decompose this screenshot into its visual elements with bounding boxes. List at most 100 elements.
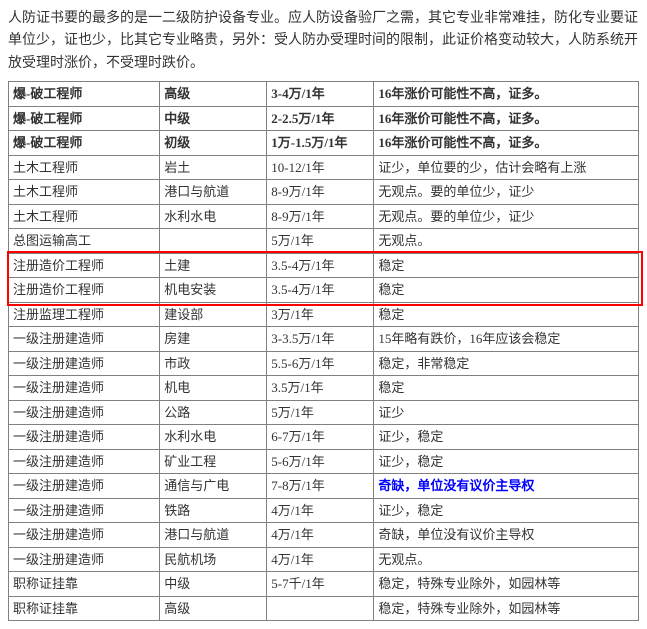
table-cell: 无观点。要的单位少，证少 — [374, 180, 639, 205]
table-cell: 房建 — [160, 327, 267, 352]
table-cell: 8-9万/1年 — [267, 180, 374, 205]
table-cell: 5-7千/1年 — [267, 572, 374, 597]
table-cell: 3万/1年 — [267, 302, 374, 327]
table-cell: 5-6万/1年 — [267, 449, 374, 474]
table-cell: 16年涨价可能性不高，证多。 — [374, 82, 639, 107]
table-row: 一级注册建造师民航机场4万/1年无观点。 — [9, 547, 639, 572]
table-row: 爆-破工程师初级1万-1.5万/1年16年涨价可能性不高，证多。 — [9, 131, 639, 156]
table-cell: 稳定，非常稳定 — [374, 351, 639, 376]
table-cell: 一级注册建造师 — [9, 523, 160, 548]
table-cell: 高级 — [160, 596, 267, 621]
table-row: 一级注册建造师铁路4万/1年证少，稳定 — [9, 498, 639, 523]
table-row: 注册造价工程师土建3.5-4万/1年稳定 — [9, 253, 639, 278]
table-cell: 稳定 — [374, 376, 639, 401]
table-cell: 8-9万/1年 — [267, 204, 374, 229]
table-row: 爆-破工程师中级2-2.5万/1年16年涨价可能性不高，证多。 — [9, 106, 639, 131]
table-cell: 7-8万/1年 — [267, 474, 374, 499]
table-row: 一级注册建造师房建3-3.5万/1年15年略有跌价，16年应该会稳定 — [9, 327, 639, 352]
table-cell — [267, 596, 374, 621]
table-cell: 机电安装 — [160, 278, 267, 303]
table-cell: 职称证挂靠 — [9, 596, 160, 621]
table-cell: 中级 — [160, 106, 267, 131]
table-cell: 无观点。要的单位少，证少 — [374, 204, 639, 229]
table-cell: 矿业工程 — [160, 449, 267, 474]
table-cell: 稳定 — [374, 302, 639, 327]
table-cell: 一级注册建造师 — [9, 376, 160, 401]
table-cell: 4万/1年 — [267, 547, 374, 572]
table-cell: 注册监理工程师 — [9, 302, 160, 327]
table-cell: 5万/1年 — [267, 400, 374, 425]
table-cell: 4万/1年 — [267, 523, 374, 548]
table-cell: 证少 — [374, 400, 639, 425]
table-cell: 一级注册建造师 — [9, 351, 160, 376]
table-cell — [160, 229, 267, 254]
table-cell: 2-2.5万/1年 — [267, 106, 374, 131]
table-row: 一级注册建造师通信与广电7-8万/1年奇缺，单位没有议价主导权 — [9, 474, 639, 499]
table-cell: 职称证挂靠 — [9, 572, 160, 597]
table-cell: 水利水电 — [160, 204, 267, 229]
table-row: 爆-破工程师高级3-4万/1年16年涨价可能性不高，证多。 — [9, 82, 639, 107]
table-cell: 16年涨价可能性不高，证多。 — [374, 131, 639, 156]
table-cell: 市政 — [160, 351, 267, 376]
table-cell: 证少，稳定 — [374, 425, 639, 450]
table-cell: 3-4万/1年 — [267, 82, 374, 107]
table-cell: 港口与航道 — [160, 180, 267, 205]
table-cell: 15年略有跌价，16年应该会稳定 — [374, 327, 639, 352]
table-cell: 16年涨价可能性不高，证多。 — [374, 106, 639, 131]
table-row: 注册造价工程师机电安装3.5-4万/1年稳定 — [9, 278, 639, 303]
table-cell: 注册造价工程师 — [9, 278, 160, 303]
table-cell: 3.5-4万/1年 — [267, 278, 374, 303]
table-row: 一级注册建造师市政5.5-6万/1年稳定，非常稳定 — [9, 351, 639, 376]
table-cell: 证少，单位要的少，估计会略有上涨 — [374, 155, 639, 180]
table-cell: 无观点。 — [374, 547, 639, 572]
table-cell: 一级注册建造师 — [9, 547, 160, 572]
table-cell: 6-7万/1年 — [267, 425, 374, 450]
table-cell: 一级注册建造师 — [9, 449, 160, 474]
table-cell: 稳定 — [374, 253, 639, 278]
table-cell: 公路 — [160, 400, 267, 425]
table-cell: 高级 — [160, 82, 267, 107]
table-row: 土木工程师港口与航道8-9万/1年无观点。要的单位少，证少 — [9, 180, 639, 205]
table-cell: 稳定 — [374, 278, 639, 303]
table-cell: 5万/1年 — [267, 229, 374, 254]
table-cell: 3.5万/1年 — [267, 376, 374, 401]
table-cell: 1万-1.5万/1年 — [267, 131, 374, 156]
table-cell: 3-3.5万/1年 — [267, 327, 374, 352]
table-cell: 港口与航道 — [160, 523, 267, 548]
table-row: 一级注册建造师公路5万/1年证少 — [9, 400, 639, 425]
table-cell: 一级注册建造师 — [9, 425, 160, 450]
table-cell: 10-12/1年 — [267, 155, 374, 180]
table-row: 土木工程师水利水电8-9万/1年无观点。要的单位少，证少 — [9, 204, 639, 229]
table-cell: 民航机场 — [160, 547, 267, 572]
table-cell: 一级注册建造师 — [9, 498, 160, 523]
table-cell: 5.5-6万/1年 — [267, 351, 374, 376]
table-row: 一级注册建造师港口与航道4万/1年奇缺，单位没有议价主导权 — [9, 523, 639, 548]
table-row: 职称证挂靠高级 稳定，特殊专业除外，如园林等 — [9, 596, 639, 621]
table-cell: 一级注册建造师 — [9, 327, 160, 352]
table-cell: 奇缺，单位没有议价主导权 — [374, 523, 639, 548]
table-row: 土木工程师岩土10-12/1年证少，单位要的少，估计会略有上涨 — [9, 155, 639, 180]
intro-paragraph: 人防证书要的最多的是一二级防护设备专业。应人防设备验厂之需，其它专业非常难挂，防… — [8, 8, 639, 75]
table-row: 一级注册建造师水利水电6-7万/1年证少，稳定 — [9, 425, 639, 450]
table-cell: 机电 — [160, 376, 267, 401]
table-cell: 稳定，特殊专业除外，如园林等 — [374, 596, 639, 621]
table-cell: 3.5-4万/1年 — [267, 253, 374, 278]
table-cell: 总图运输高工 — [9, 229, 160, 254]
table-cell: 稳定，特殊专业除外，如园林等 — [374, 572, 639, 597]
table-row: 总图运输高工 5万/1年无观点。 — [9, 229, 639, 254]
table-cell: 证少，稳定 — [374, 449, 639, 474]
table-cell: 水利水电 — [160, 425, 267, 450]
table-cell: 证少，稳定 — [374, 498, 639, 523]
table-cell: 一级注册建造师 — [9, 474, 160, 499]
table-cell: 土建 — [160, 253, 267, 278]
table-cell: 奇缺，单位没有议价主导权 — [374, 474, 639, 499]
table-cell: 爆-破工程师 — [9, 131, 160, 156]
table-cell: 爆-破工程师 — [9, 82, 160, 107]
table-cell: 无观点。 — [374, 229, 639, 254]
table-cell: 4万/1年 — [267, 498, 374, 523]
table-row: 一级注册建造师机电3.5万/1年稳定 — [9, 376, 639, 401]
table-cell: 土木工程师 — [9, 204, 160, 229]
table-cell: 爆-破工程师 — [9, 106, 160, 131]
table-wrapper: 爆-破工程师高级3-4万/1年16年涨价可能性不高，证多。爆-破工程师中级2-2… — [8, 81, 639, 621]
table-row: 职称证挂靠中级5-7千/1年稳定，特殊专业除外，如园林等 — [9, 572, 639, 597]
